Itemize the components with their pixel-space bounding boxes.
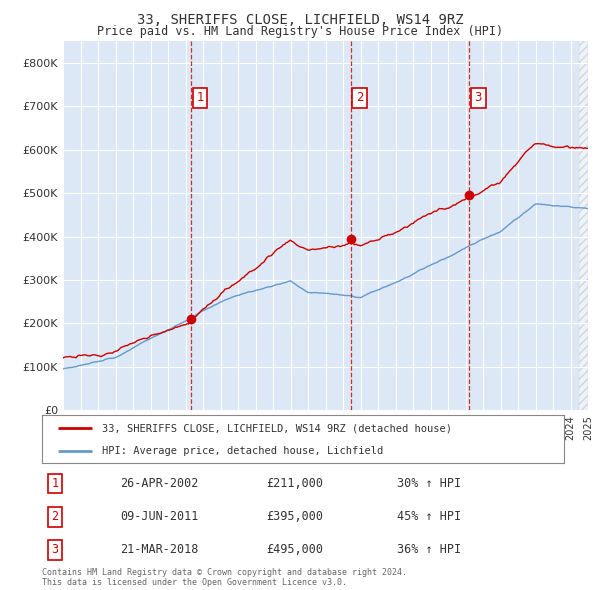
Text: 1: 1 (52, 477, 59, 490)
Text: 30% ↑ HPI: 30% ↑ HPI (397, 477, 461, 490)
Text: 21-MAR-2018: 21-MAR-2018 (121, 543, 199, 556)
Text: 09-JUN-2011: 09-JUN-2011 (121, 510, 199, 523)
Text: 45% ↑ HPI: 45% ↑ HPI (397, 510, 461, 523)
Text: £211,000: £211,000 (266, 477, 323, 490)
Text: 36% ↑ HPI: 36% ↑ HPI (397, 543, 461, 556)
Text: 2: 2 (356, 91, 364, 104)
Text: 33, SHERIFFS CLOSE, LICHFIELD, WS14 9RZ: 33, SHERIFFS CLOSE, LICHFIELD, WS14 9RZ (137, 13, 463, 27)
Text: £395,000: £395,000 (266, 510, 323, 523)
Text: 2: 2 (52, 510, 59, 523)
Text: Contains HM Land Registry data © Crown copyright and database right 2024.
This d: Contains HM Land Registry data © Crown c… (42, 568, 407, 587)
Text: 1: 1 (196, 91, 204, 104)
Text: HPI: Average price, detached house, Lichfield: HPI: Average price, detached house, Lich… (102, 446, 383, 456)
Text: 3: 3 (475, 91, 482, 104)
Text: 26-APR-2002: 26-APR-2002 (121, 477, 199, 490)
Text: Price paid vs. HM Land Registry's House Price Index (HPI): Price paid vs. HM Land Registry's House … (97, 25, 503, 38)
Text: 3: 3 (52, 543, 59, 556)
Text: 33, SHERIFFS CLOSE, LICHFIELD, WS14 9RZ (detached house): 33, SHERIFFS CLOSE, LICHFIELD, WS14 9RZ … (102, 423, 452, 433)
Text: £495,000: £495,000 (266, 543, 323, 556)
